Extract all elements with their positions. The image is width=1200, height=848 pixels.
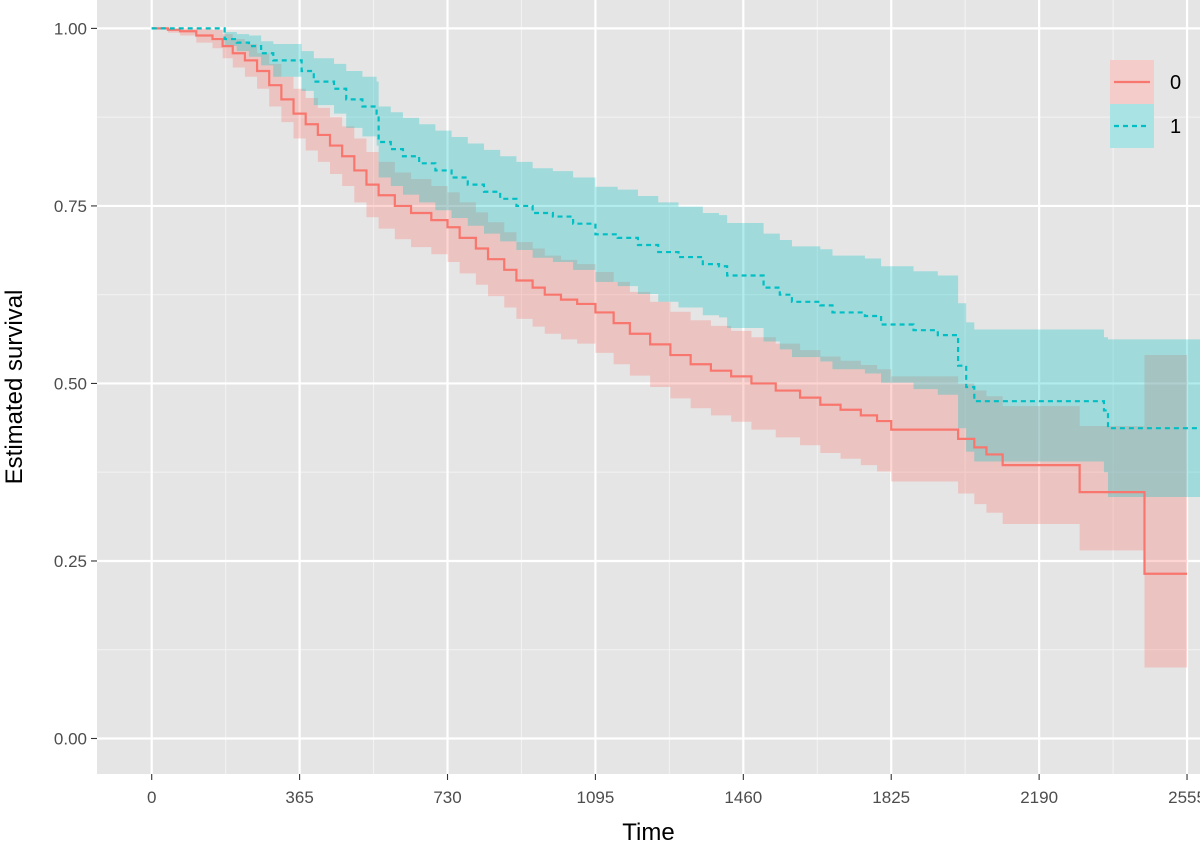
y-axis-title: Estimated survival — [1, 290, 28, 485]
legend-label: 1 — [1170, 116, 1181, 138]
legend-item-0: 0 — [1110, 60, 1181, 104]
x-tick-label: 2555 — [1168, 788, 1200, 807]
legend-label: 0 — [1170, 72, 1181, 94]
x-tick-label: 1095 — [577, 788, 615, 807]
survival-curves — [151, 27, 1200, 575]
plot-panel — [97, 0, 1200, 774]
x-tick-label: 2190 — [1020, 788, 1058, 807]
confidence-band-1 — [151, 28, 1200, 498]
survival-curve-0 — [151, 27, 1188, 575]
x-tick-label: 0 — [147, 788, 156, 807]
x-axis-ticks: 0 365 730 1095 1460 1825 2190 2555 — [147, 774, 1200, 807]
y-tick-label: 0.00 — [54, 729, 87, 748]
y-tick-label: 0.75 — [54, 197, 87, 216]
y-tick-label: 0.50 — [54, 374, 87, 393]
legend: 01 — [1110, 60, 1181, 148]
survival-curve-1 — [151, 27, 1200, 430]
x-tick-label: 1460 — [724, 788, 762, 807]
major-gridlines — [97, 0, 1200, 774]
y-axis-ticks: 0.00 0.25 0.50 0.75 1.00 — [54, 19, 97, 748]
y-tick-label: 0.25 — [54, 552, 87, 571]
x-tick-label: 1825 — [872, 788, 910, 807]
legend-item-1: 1 — [1110, 104, 1181, 148]
x-axis-title: Time — [622, 819, 674, 846]
y-tick-label: 1.00 — [54, 19, 87, 38]
minor-gridlines — [97, 0, 1200, 774]
x-tick-label: 730 — [433, 788, 461, 807]
x-tick-label: 365 — [285, 788, 313, 807]
